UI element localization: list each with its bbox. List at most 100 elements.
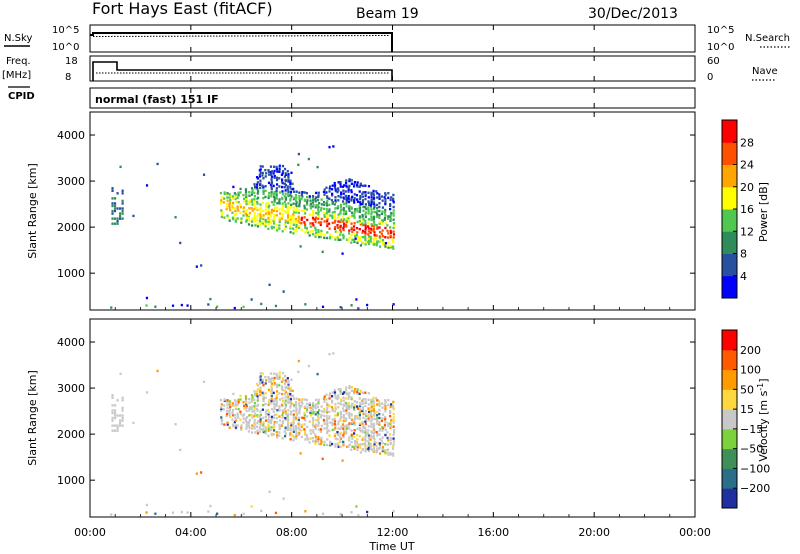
velocity-cell <box>358 413 362 417</box>
velocity-cell <box>278 419 282 422</box>
power-cell <box>361 222 364 225</box>
velocity-cell <box>376 434 379 437</box>
velocity-cell <box>253 421 256 425</box>
velocity-cell <box>336 437 339 441</box>
power-cell <box>350 222 353 225</box>
velocity-cell <box>384 400 387 404</box>
power-cell <box>381 210 384 213</box>
velocity-cell <box>375 441 378 444</box>
power-cell <box>378 202 381 205</box>
colorbar-swatch <box>722 209 737 232</box>
velocity-cell <box>290 410 293 414</box>
velocity-cell <box>392 454 395 457</box>
power-cell <box>323 203 326 207</box>
velocity-cell <box>286 425 290 428</box>
power-cell <box>255 200 259 204</box>
velocity-cell <box>245 426 248 429</box>
power-cell <box>261 171 264 175</box>
velocity-cell <box>261 391 264 395</box>
velocity-cell <box>384 409 387 413</box>
power-cell <box>336 187 340 190</box>
power-cell <box>333 213 337 216</box>
velocity-cell <box>251 396 254 399</box>
velocity-cell <box>233 413 237 417</box>
power-cell <box>111 212 114 215</box>
velocity-cell <box>387 439 390 442</box>
velocity-cell <box>370 398 373 402</box>
velocity-cell <box>353 417 357 420</box>
power-cell <box>225 207 228 211</box>
velocity-cell <box>259 372 262 375</box>
power-cell <box>306 218 309 222</box>
power-cell <box>345 225 348 228</box>
power-cell <box>345 205 348 208</box>
power-cell <box>383 216 387 220</box>
velocity-cell <box>361 409 364 413</box>
velocity-cell <box>389 405 392 409</box>
velocity-cell <box>320 405 323 408</box>
power-cell <box>245 219 248 222</box>
velocity-cell <box>256 414 259 417</box>
velocity-cell <box>367 415 370 418</box>
nsky-tick-bottom: 10^0 <box>52 42 79 53</box>
power-cell <box>352 185 356 188</box>
power-cell <box>381 222 384 225</box>
power-cell <box>317 205 320 209</box>
velocity-cell <box>111 409 114 412</box>
power-cell <box>145 184 149 187</box>
power-cell <box>366 303 369 307</box>
power-cell <box>244 190 248 193</box>
velocity-cell <box>259 422 262 426</box>
power-cell <box>334 196 337 199</box>
power-cell <box>381 242 384 246</box>
power-cell <box>362 205 365 209</box>
velocity-cell <box>278 392 281 395</box>
power-cell <box>319 223 322 227</box>
power-cell <box>356 231 359 234</box>
velocity-cell <box>219 398 223 402</box>
velocity-cell <box>373 440 376 444</box>
velocity-cell <box>223 404 226 407</box>
velocity-cell <box>364 442 367 445</box>
velocity-cell <box>350 397 353 401</box>
power-cell <box>275 167 278 171</box>
velocity-cell <box>354 441 357 445</box>
nave-label: Nave <box>752 66 778 77</box>
power-cell <box>275 209 278 213</box>
power-cell <box>367 242 371 246</box>
velocity-cell <box>225 414 228 418</box>
velocity-cell <box>294 428 298 431</box>
velocity-cell <box>317 398 320 401</box>
velocity-cell <box>256 409 259 412</box>
velocity-cell <box>269 421 273 425</box>
velocity-cell <box>334 396 337 400</box>
power-cell <box>256 215 259 218</box>
velocity-cell <box>387 453 390 456</box>
velocity-cell <box>333 420 337 423</box>
power-cell <box>251 217 254 220</box>
velocity-cell <box>262 393 265 396</box>
power-cell <box>247 223 251 226</box>
power-cell <box>367 196 370 199</box>
velocity-cell <box>298 401 301 405</box>
power-cell <box>259 182 262 185</box>
velocity-cell <box>174 423 177 426</box>
power-cell <box>376 196 379 199</box>
colorbar-swatch <box>722 275 737 299</box>
velocity-cell <box>367 413 370 416</box>
power-cell <box>370 210 373 214</box>
power-cell <box>384 208 387 212</box>
velocity-cell <box>322 397 326 401</box>
power-cell <box>314 226 317 229</box>
power-cell <box>228 193 231 196</box>
power-cell <box>219 191 223 195</box>
velocity-cell <box>334 406 337 409</box>
velocity-cell <box>231 402 234 405</box>
power-cell <box>383 243 386 247</box>
velocity-cell <box>308 420 311 423</box>
power-cell <box>326 231 329 234</box>
power-cell <box>272 203 275 206</box>
velocity-cell <box>381 448 385 451</box>
power-cell <box>207 303 210 306</box>
